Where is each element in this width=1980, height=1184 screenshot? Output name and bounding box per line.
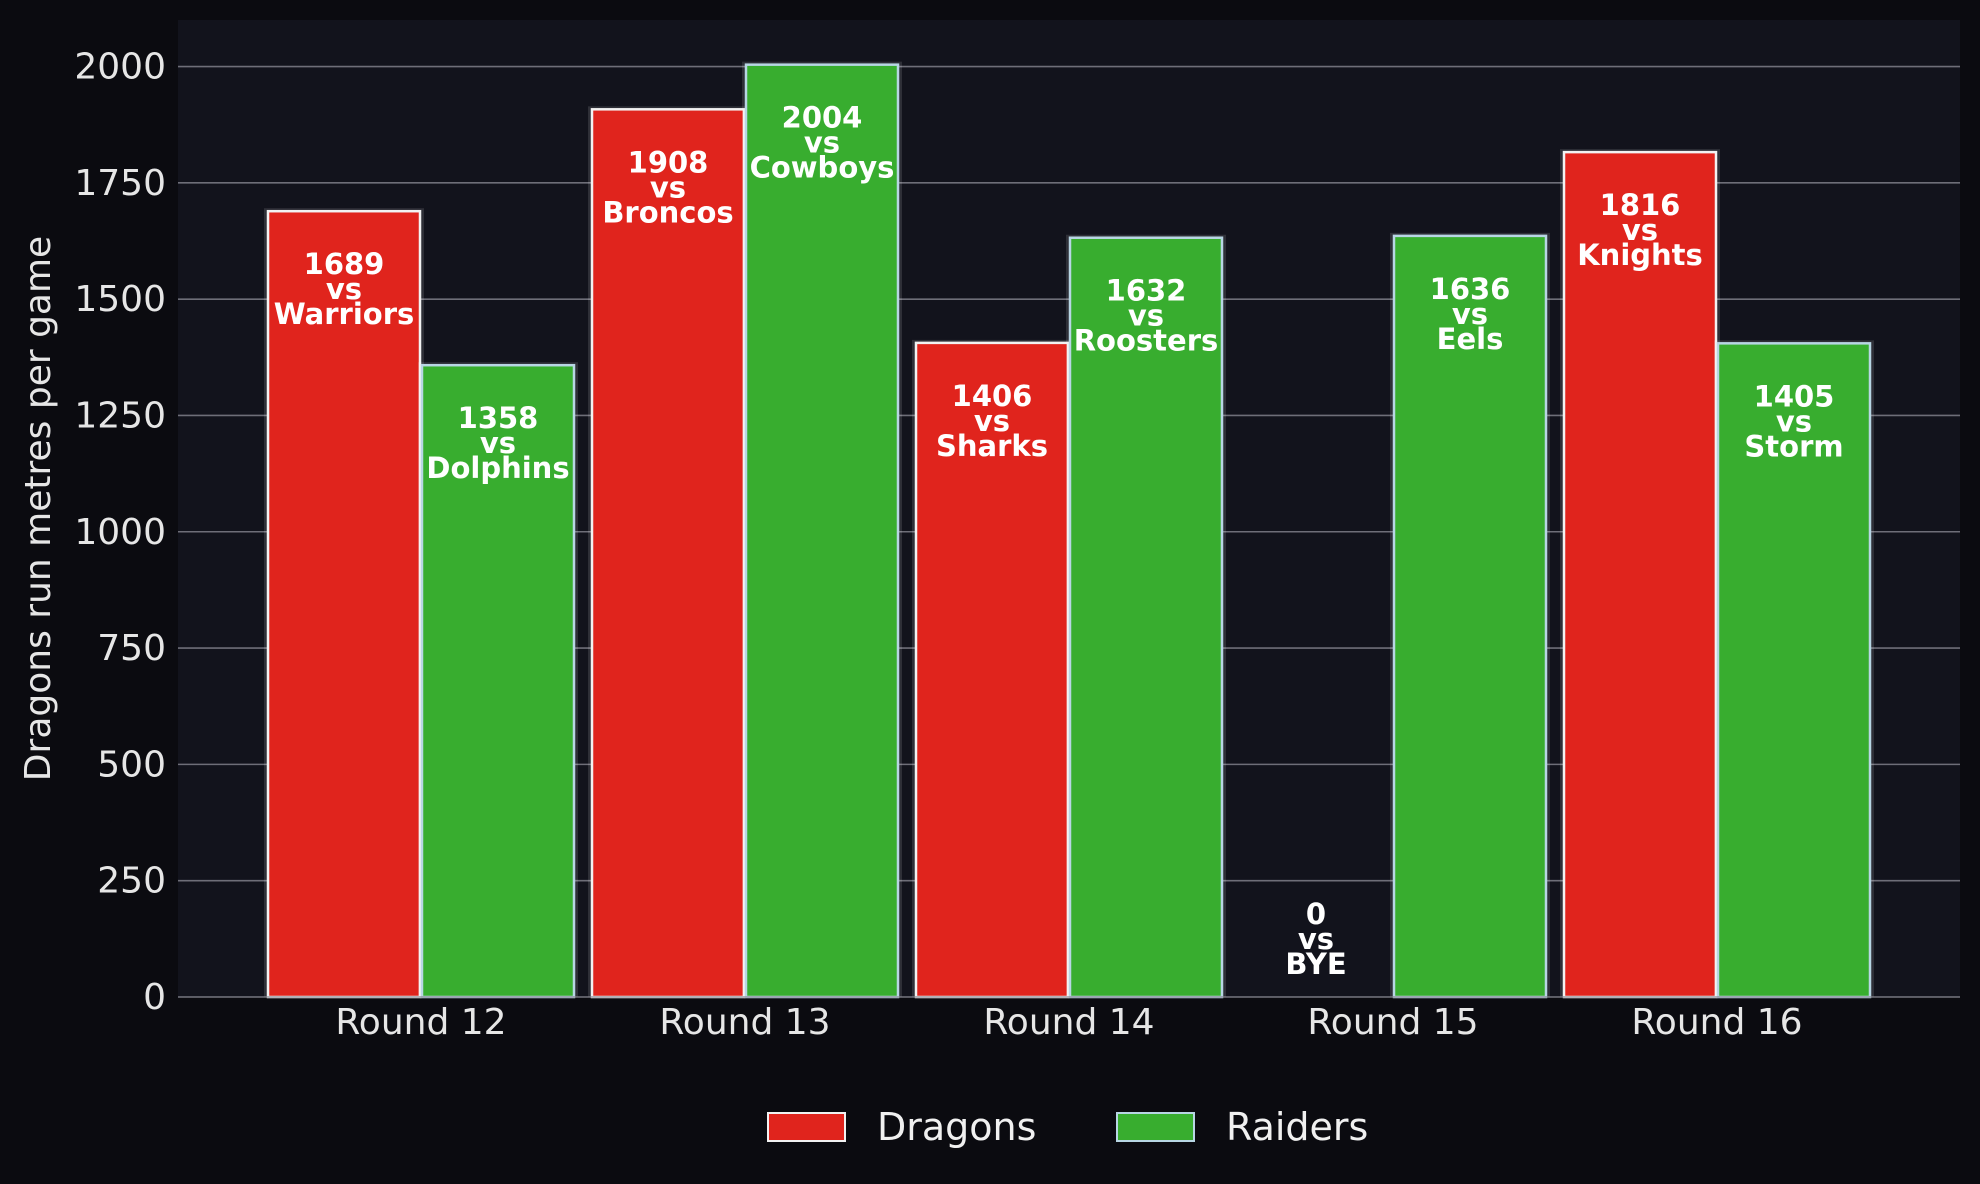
- bar-data-label: 1632: [1106, 274, 1187, 308]
- bar-dragons: [266, 209, 422, 999]
- legend-swatch-raiders: [1116, 1112, 1195, 1142]
- x-tick-label: Round 14: [983, 1002, 1154, 1043]
- bar-data-label: Eels: [1437, 322, 1504, 356]
- bar-data-label: vs: [1452, 297, 1488, 331]
- legend-swatch-dragons: [767, 1112, 846, 1142]
- bar-raiders: [744, 63, 900, 999]
- bar-data-label: 0: [1306, 897, 1326, 931]
- bar-data-label: vs: [1298, 922, 1334, 956]
- bar-data-label: Storm: [1744, 429, 1843, 463]
- bar-data-label: vs: [1622, 213, 1658, 247]
- bar-data-label: 1636: [1430, 272, 1511, 306]
- bar-dragons: [590, 108, 746, 999]
- bar-data-label: vs: [480, 426, 516, 460]
- bar-raiders: [1068, 236, 1224, 999]
- y-tick-label: 250: [97, 861, 166, 902]
- y-tick-label: 750: [97, 628, 166, 669]
- bar-data-label: 1358: [458, 401, 539, 435]
- x-tick-label: Round 12: [335, 1002, 506, 1043]
- y-tick-label: 1250: [74, 395, 166, 436]
- bar-raiders: [1392, 234, 1548, 999]
- bar-data-label: 1406: [952, 379, 1033, 413]
- x-tick-label: Round 16: [1631, 1002, 1802, 1043]
- bar-data-label: BYE: [1285, 947, 1346, 981]
- y-tick-label: 500: [97, 744, 166, 785]
- bar-data-label: vs: [650, 170, 686, 204]
- bar-data-label: Broncos: [602, 195, 733, 229]
- bar-data-label: 2004: [782, 101, 863, 135]
- bar-data-label: vs: [326, 272, 362, 306]
- bar-data-label: 1689: [304, 247, 385, 281]
- y-tick-label: 1000: [74, 512, 166, 553]
- bar-data-label: vs: [1128, 299, 1164, 333]
- y-tick-label: 2000: [74, 47, 166, 88]
- bar-data-label: Sharks: [936, 429, 1048, 463]
- legend-label-raiders: Raiders: [1226, 1105, 1368, 1149]
- bar-data-label: 1908: [628, 145, 709, 179]
- bar-data-label: Warriors: [274, 297, 415, 331]
- y-tick-label: 1500: [74, 279, 166, 320]
- bar-data-label: Knights: [1577, 238, 1703, 272]
- bar-raiders: [1716, 342, 1872, 999]
- bar-data-label: Cowboys: [750, 151, 895, 185]
- x-tick-label: Round 15: [1307, 1002, 1478, 1043]
- y-axis-label: Dragons run metres per game: [18, 236, 59, 781]
- bar-data-label: vs: [804, 126, 840, 160]
- bar-data-label: 1405: [1754, 379, 1835, 413]
- bar-dragons: [914, 341, 1070, 999]
- bar-data-label: vs: [1776, 404, 1812, 438]
- legend-label-dragons: Dragons: [877, 1105, 1036, 1149]
- x-tick-label: Round 13: [659, 1002, 830, 1043]
- bar-raiders: [420, 363, 576, 999]
- bar-data-label: vs: [974, 404, 1010, 438]
- bar-data-label: Roosters: [1074, 324, 1219, 358]
- bar-data-label: 1816: [1600, 188, 1681, 222]
- bar-data-label: Dolphins: [426, 451, 569, 485]
- y-tick-label: 0: [143, 977, 166, 1018]
- y-tick-label: 1750: [74, 163, 166, 204]
- bar-dragons: [1562, 150, 1718, 999]
